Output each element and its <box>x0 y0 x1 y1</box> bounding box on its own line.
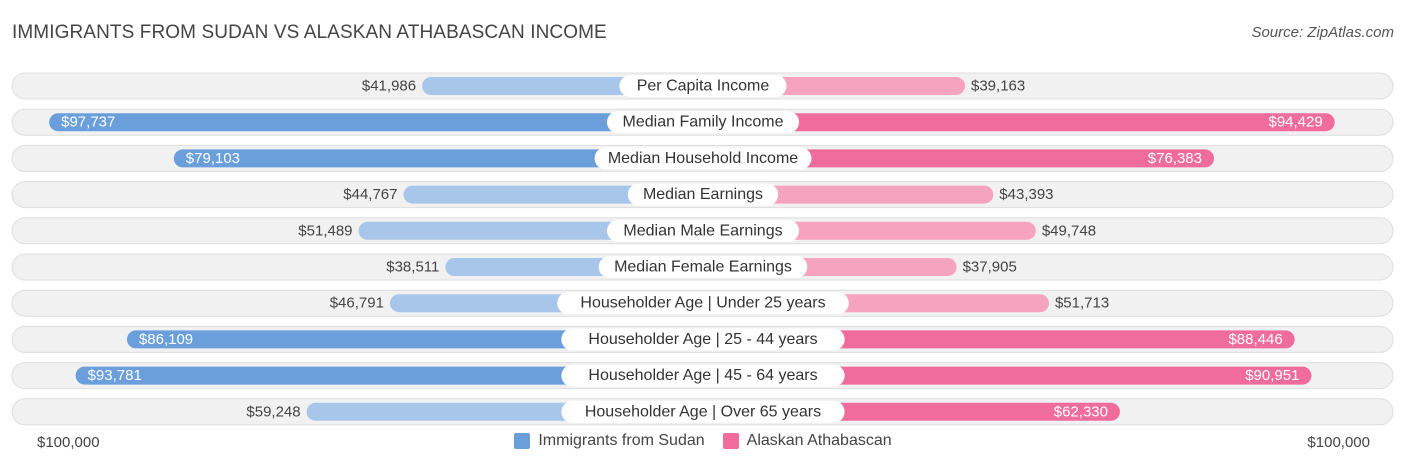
chart-row: $93,781 $90,951 Householder Age | 45 - 64 … <box>11 362 1394 390</box>
source-note: Source: ZipAtlas.com <box>1251 24 1394 41</box>
category-pill <box>598 256 808 278</box>
value-label-sudan: $51,489 <box>298 222 352 239</box>
axis-left-label: $100,000 <box>37 434 100 451</box>
bar-sudan <box>403 185 703 204</box>
category-pill <box>561 328 845 351</box>
legend-item-athabascan: Alaskan Athabascan <box>722 432 892 450</box>
value-label-sudan: $46,791 <box>330 295 384 312</box>
legend-label-athabascan: Alaskan Athabascan <box>746 432 892 449</box>
legend-swatch-sudan <box>514 433 531 449</box>
legend-item-sudan: Immigrants from Sudan <box>514 432 705 450</box>
bar-sudan <box>75 366 704 385</box>
chart-row: $86,109 $88,446 Householder Age | 25 - 44 … <box>11 325 1394 353</box>
value-label-athabascan: $94,429 <box>1268 114 1322 131</box>
value-label-sudan: $93,781 <box>88 367 142 384</box>
bar-athabascan <box>703 330 1295 349</box>
value-label-sudan: $86,109 <box>139 331 193 348</box>
bar-sudan <box>49 113 704 132</box>
legend-label-sudan: Immigrants from Sudan <box>538 432 705 449</box>
category-label: Median Female Earnings <box>614 259 792 276</box>
category-label: Per Capita Income <box>637 78 770 95</box>
value-label-athabascan: $62,330 <box>1054 403 1108 420</box>
legend-swatch-athabascan <box>722 433 739 449</box>
chart-row: $51,489 $49,748 Median Male Earnings <box>11 217 1394 245</box>
category-label: Householder Age | 25 - 44 years <box>588 331 817 348</box>
value-label-sudan: $41,986 <box>362 78 416 95</box>
category-label: Householder Age | Under 25 years <box>580 295 825 312</box>
category-pill <box>561 364 845 387</box>
chart-row: $79,103 $76,383 Median Household Income <box>11 144 1394 172</box>
bar-sudan <box>126 330 704 349</box>
category-pill <box>561 400 845 423</box>
chart-row: $38,511 $37,905 Median Female Earnings <box>11 253 1394 281</box>
category-label: Median Household Income <box>608 150 798 167</box>
chart-row: $41,986 $39,163 Per Capita Income <box>11 72 1394 100</box>
category-label: Median Family Income <box>623 114 784 131</box>
chart-row: $59,248 $62,330 Householder Age | Over 65 … <box>11 398 1394 426</box>
bar-athabascan <box>703 366 1312 385</box>
value-label-athabascan: $39,163 <box>971 78 1025 95</box>
category-pill <box>607 219 799 242</box>
category-pill <box>594 147 812 170</box>
bar-athabascan <box>703 113 1335 132</box>
value-label-athabascan: $88,446 <box>1228 331 1282 348</box>
category-pill <box>607 111 799 134</box>
category-label: Median Earnings <box>643 186 763 203</box>
category-label: Median Male Earnings <box>623 222 782 239</box>
value-label-sudan: $44,767 <box>343 186 397 203</box>
legend: Immigrants from Sudan Alaskan Athabascan <box>0 432 1406 450</box>
value-label-athabascan: $37,905 <box>963 259 1017 276</box>
chart-row: $44,767 $43,393 Median Earnings <box>11 181 1394 209</box>
bar-sudan <box>173 149 704 168</box>
category-label: Householder Age | Over 65 years <box>585 403 821 420</box>
value-label-sudan: $38,511 <box>386 259 439 276</box>
value-label-sudan: $59,248 <box>246 403 300 420</box>
chart-title: IMMIGRANTS FROM SUDAN VS ALASKAN ATHABAS… <box>12 22 607 43</box>
chart-row: $46,791 $51,713 Householder Age | Under 25… <box>11 289 1394 317</box>
category-label: Householder Age | 45 - 64 years <box>588 367 817 384</box>
value-label-sudan: $97,737 <box>61 114 115 131</box>
category-pill <box>557 292 849 315</box>
category-pill <box>627 183 779 206</box>
chart-row: $97,737 $94,429 Median Family Income <box>11 108 1394 136</box>
category-pill <box>619 75 787 97</box>
value-label-athabascan: $76,383 <box>1148 150 1202 167</box>
value-label-athabascan: $49,748 <box>1042 222 1096 239</box>
value-label-athabascan: $90,951 <box>1245 367 1299 384</box>
bar-athabascan <box>703 149 1215 168</box>
value-label-sudan: $79,103 <box>186 150 240 167</box>
value-label-athabascan: $43,393 <box>999 186 1053 203</box>
value-label-athabascan: $51,713 <box>1055 295 1109 312</box>
axis-right-label: $100,000 <box>1307 434 1370 451</box>
